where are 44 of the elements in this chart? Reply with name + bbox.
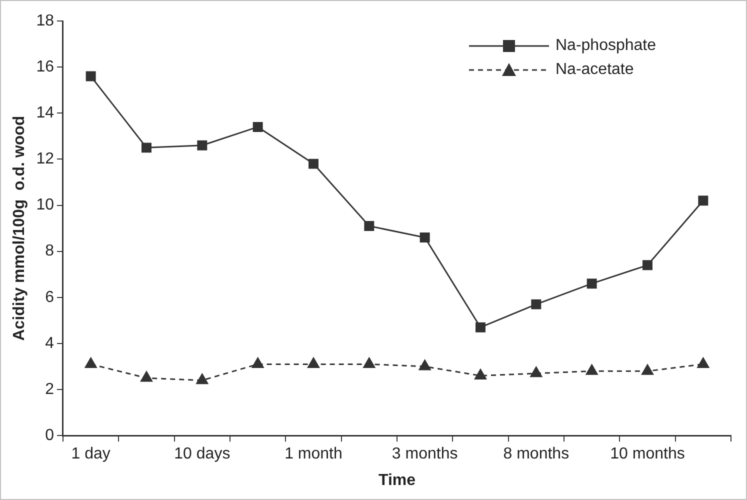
x-tick-label: 3 months — [392, 446, 458, 463]
point — [364, 221, 374, 231]
point — [140, 371, 152, 382]
point — [363, 357, 376, 368]
x-tick-label: 1 day — [71, 446, 110, 463]
point — [252, 122, 263, 132]
point — [86, 71, 96, 82]
point — [642, 364, 654, 375]
y-tick-label: 16 — [36, 58, 54, 76]
x-tick-label: 10 months — [610, 446, 685, 463]
point — [476, 322, 486, 332]
point — [530, 366, 542, 378]
point — [697, 357, 710, 368]
x-axis-title: Time — [378, 472, 416, 489]
point — [418, 360, 431, 370]
point — [308, 357, 320, 368]
point — [586, 278, 597, 289]
point — [84, 357, 97, 368]
y-tick-label: 10 — [36, 196, 54, 214]
legend-label: Na-acetate — [555, 61, 634, 79]
y-tick-label: 4 — [45, 334, 54, 352]
y-tick-label: 6 — [45, 288, 54, 306]
y-tick-label: 8 — [45, 242, 54, 260]
point — [642, 260, 652, 270]
point — [197, 140, 208, 150]
y-tick-label: 18 — [36, 12, 54, 30]
y-tick-label: 2 — [45, 380, 54, 398]
point — [586, 364, 598, 375]
point — [252, 357, 264, 368]
point — [308, 158, 318, 169]
x-tick-label: 1 month — [284, 446, 342, 463]
x-tick-label: 8 months — [503, 446, 570, 463]
y-tick-label: 12 — [36, 150, 54, 168]
y-axis-title: Acidity mmol/100g o.d. wood — [11, 116, 28, 341]
point — [142, 142, 152, 153]
point — [531, 299, 542, 310]
point — [474, 368, 486, 380]
legend-label: Na-phosphate — [555, 37, 656, 55]
point — [196, 374, 208, 384]
y-tick-label: 0 — [45, 427, 54, 444]
y-tick-label: 14 — [36, 104, 54, 122]
point — [420, 232, 430, 243]
x-tick-label: 10 days — [174, 446, 230, 463]
point — [698, 196, 708, 206]
